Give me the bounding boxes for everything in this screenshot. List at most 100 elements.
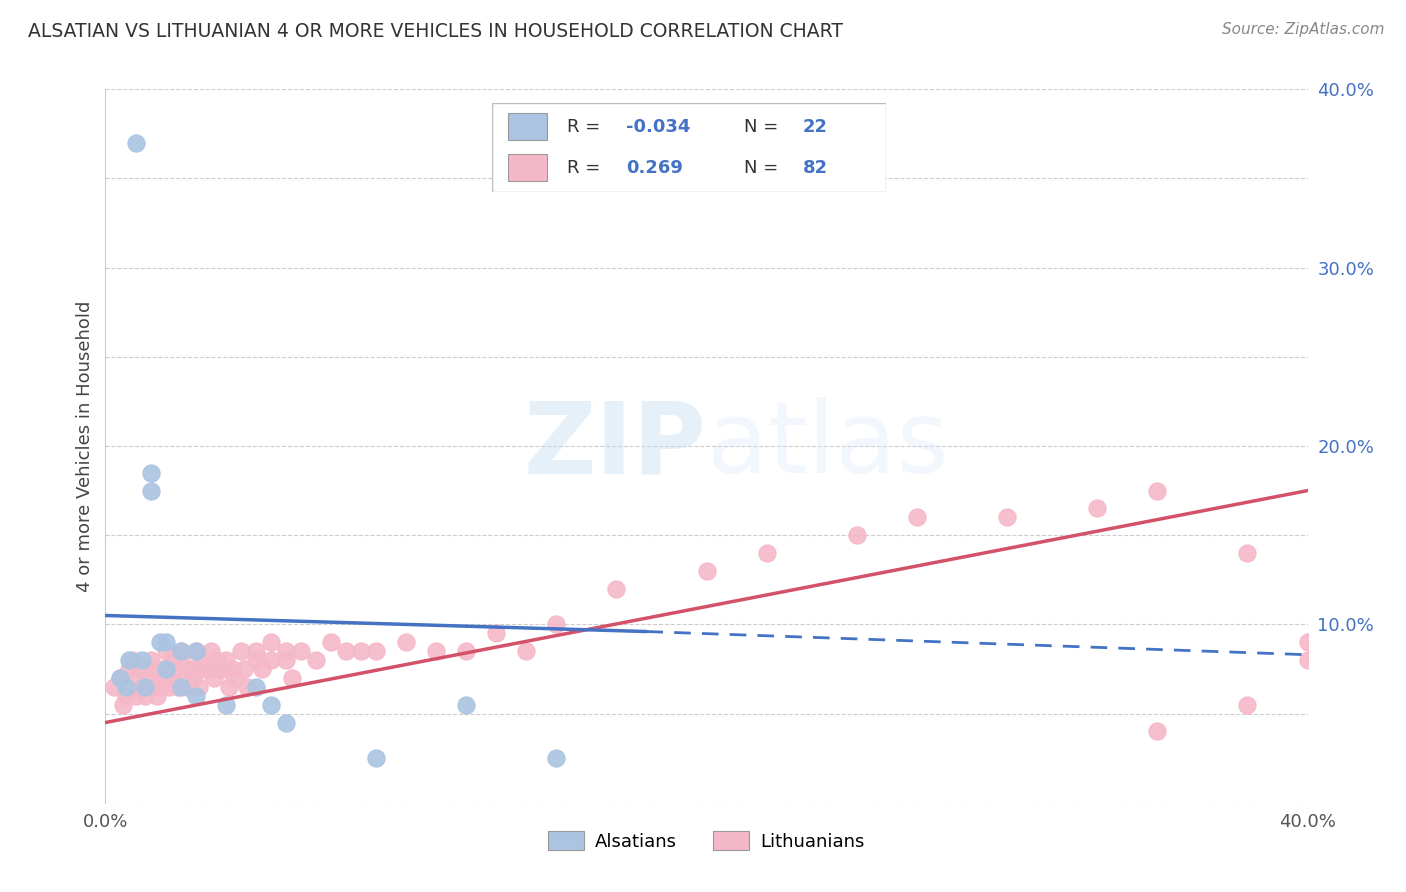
Legend: Alsatians, Lithuanians: Alsatians, Lithuanians [541,824,872,858]
FancyBboxPatch shape [508,113,547,140]
Point [1146,483,1168,498]
Point [118,653,141,667]
Point [202,671,225,685]
Point [152,662,174,676]
Point [546,751,568,765]
Point [274,644,297,658]
Point [155,644,177,658]
Point [305,653,328,667]
Point [173,671,195,685]
Point [184,644,207,658]
Point [456,644,478,658]
Point [232,662,254,676]
FancyBboxPatch shape [508,154,547,181]
Point [221,662,243,676]
Point [139,483,162,498]
Point [290,644,312,658]
FancyBboxPatch shape [492,103,886,192]
Point [118,662,141,676]
Point [169,644,191,658]
Point [115,680,138,694]
Point [214,698,236,712]
Point [1085,501,1108,516]
Point [205,653,228,667]
Point [124,671,146,685]
Text: N =: N = [744,118,785,136]
Point [224,671,246,685]
Point [136,671,159,685]
Point [235,680,257,694]
Point [179,662,201,676]
Point [139,653,162,667]
Point [184,644,207,658]
Point [200,644,222,658]
Point [160,653,183,667]
Point [214,653,236,667]
Point [134,680,156,694]
Point [110,671,132,685]
Point [139,680,162,694]
Text: -0.034: -0.034 [626,118,690,136]
Point [145,689,167,703]
Point [456,698,478,712]
Point [131,680,153,694]
Point [245,644,267,658]
Point [110,671,132,685]
Point [163,662,186,676]
Point [155,671,177,685]
Point [124,136,146,150]
Point [190,653,212,667]
Point [364,751,387,765]
Point [142,662,165,676]
Point [605,582,627,596]
Point [218,680,240,694]
Text: 0.269: 0.269 [626,159,683,177]
Text: N =: N = [744,159,785,177]
Point [103,680,125,694]
Point [148,680,170,694]
Point [1296,635,1319,649]
Point [134,689,156,703]
Point [184,662,207,676]
Point [148,635,170,649]
Point [112,698,135,712]
Point [157,680,180,694]
Point [245,680,267,694]
Point [995,510,1018,524]
Point [169,653,191,667]
Point [169,680,191,694]
Point [319,635,342,649]
Point [546,617,568,632]
Point [425,644,447,658]
Point [187,680,209,694]
Point [214,662,236,676]
Point [485,626,508,640]
Y-axis label: 4 or more Vehicles in Household: 4 or more Vehicles in Household [76,301,94,591]
Point [395,635,418,649]
Text: atlas: atlas [707,398,948,494]
Point [1236,698,1258,712]
Point [131,662,153,676]
Point [169,644,191,658]
Point [260,653,283,667]
Text: ZIP: ZIP [523,398,707,494]
Point [274,715,297,730]
Point [131,653,153,667]
Point [260,635,283,649]
Point [176,680,198,694]
Point [1146,724,1168,739]
Point [124,689,146,703]
Point [260,698,283,712]
Text: 22: 22 [803,118,828,136]
Point [335,644,357,658]
Point [905,510,928,524]
Point [755,546,778,560]
Text: R =: R = [567,118,606,136]
Point [515,644,537,658]
Point [208,662,231,676]
Point [245,653,267,667]
Point [350,644,373,658]
Point [121,653,143,667]
Point [139,466,162,480]
Point [166,680,188,694]
